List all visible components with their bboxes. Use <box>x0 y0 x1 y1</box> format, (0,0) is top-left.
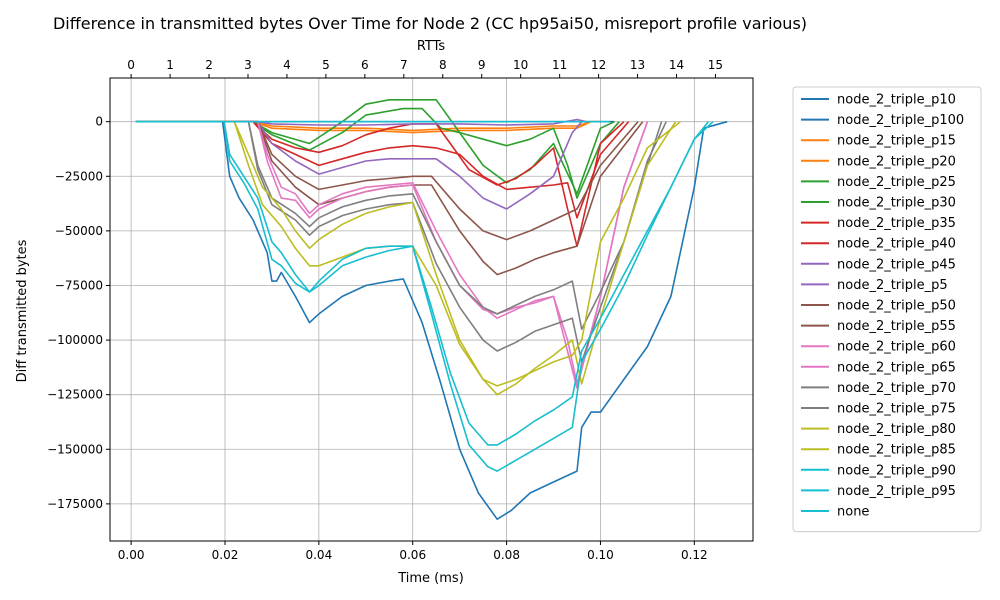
legend-entry: node_2_triple_p40 <box>837 237 956 252</box>
x-axis: 0.00 0.02 0.04 0.06 0.08 0.10 0.12 <box>118 541 708 562</box>
legend-entry: node_2_triple_p50 <box>837 299 956 314</box>
series-line <box>135 120 583 210</box>
legend-entry: node_2_triple_p55 <box>837 319 956 334</box>
legend-entry: node_2_triple_p85 <box>837 443 956 458</box>
legend-entry: node_2_triple_p35 <box>837 216 956 231</box>
rtt-tick-label: 12 <box>591 58 606 72</box>
legend-entry: node_2_triple_p10 <box>837 93 956 108</box>
series-line <box>135 120 625 247</box>
series-line <box>135 120 630 219</box>
rtt-tick-label: 4 <box>283 58 291 72</box>
rtt-tick-label: 2 <box>205 58 213 72</box>
rtt-tick-label: 7 <box>400 58 408 72</box>
series-line <box>135 120 714 472</box>
rtt-tick-label: 11 <box>552 58 567 72</box>
x-tick-label: 0.04 <box>305 548 332 562</box>
legend-entry: node_2_triple_p30 <box>837 196 956 211</box>
x-tick-label: 0.10 <box>587 548 614 562</box>
chart-title: Difference in transmitted bytes Over Tim… <box>53 14 807 33</box>
y-tick-label: −100000 <box>47 333 103 347</box>
rtt-tick-label: 8 <box>439 58 447 72</box>
legend: node_2_triple_p10 node_2_triple_p100 node_… <box>792 86 982 533</box>
rtt-tick-label: 0 <box>127 58 135 72</box>
legend-frame <box>792 86 982 533</box>
legend-entry: node_2_triple_p65 <box>837 360 956 375</box>
legend-entry: node_2_triple_p5 <box>837 278 948 293</box>
x-tick-label: 0.12 <box>681 548 708 562</box>
legend-entry: none <box>837 505 869 520</box>
y-tick-label: −75000 <box>55 278 103 292</box>
legend-entry: node_2_triple_p20 <box>837 154 956 169</box>
rtt-tick-label: 15 <box>708 58 723 72</box>
y-tick-label: −50000 <box>55 224 103 238</box>
legend-entry: node_2_triple_p100 <box>837 113 964 128</box>
y-tick-label: −125000 <box>47 388 103 402</box>
legend-entry: node_2_triple_p90 <box>837 463 956 478</box>
rtt-axis-label: RTTs <box>417 39 446 54</box>
rtt-tick-label: 10 <box>513 58 528 72</box>
series-line <box>135 99 615 195</box>
legend-entry: node_2_triple_p25 <box>837 175 956 190</box>
plot-frame <box>109 77 754 542</box>
series-line <box>135 107 620 199</box>
legend-entry: node_2_triple_p15 <box>837 134 956 149</box>
series-line <box>135 120 639 241</box>
y-axis: 0 −25000 −50000 −75000 −100000 −125000 −150000… <box>47 115 110 511</box>
x-tick-label: 0.02 <box>212 548 239 562</box>
series-line <box>135 120 710 446</box>
legend-entry: node_2_triple_p80 <box>837 422 956 437</box>
legend-entry: node_2_triple_p60 <box>837 340 956 355</box>
series-line <box>135 120 601 134</box>
rtt-axis: 0 1 2 3 4 5 6 7 8 9 10 11 12 13 14 15 <box>127 58 723 78</box>
rtt-tick-label: 3 <box>244 58 252 72</box>
y-tick-label: −175000 <box>47 497 103 511</box>
series-layer <box>135 99 728 521</box>
series-line <box>135 120 667 363</box>
legend-entry: node_2_triple_p95 <box>837 484 956 499</box>
y-axis-label: Diff transmitted bytes <box>15 239 30 382</box>
x-tick-label: 0.06 <box>399 548 426 562</box>
series-line <box>135 120 644 276</box>
series-line <box>135 120 663 331</box>
legend-entry: node_2_triple_p75 <box>837 402 956 417</box>
y-tick-label: −150000 <box>47 442 103 456</box>
x-axis-label: Time (ms) <box>397 571 464 586</box>
rtt-tick-label: 13 <box>630 58 645 72</box>
x-tick-label: 0.08 <box>493 548 520 562</box>
y-tick-label: 0 <box>95 115 103 129</box>
series-line <box>135 120 649 389</box>
series-line <box>135 120 728 521</box>
rtt-tick-label: 9 <box>478 58 486 72</box>
x-tick-label: 0.00 <box>118 548 145 562</box>
legend-entry: node_2_triple_p70 <box>837 381 956 396</box>
series-line <box>135 120 677 396</box>
rtt-tick-label: 14 <box>669 58 684 72</box>
legend-entry: node_2_triple_p45 <box>837 257 956 272</box>
rtt-tick-label: 5 <box>322 58 330 72</box>
series-line <box>135 120 649 385</box>
rtt-tick-label: 6 <box>361 58 369 72</box>
y-tick-label: −25000 <box>55 169 103 183</box>
series-line <box>135 120 681 387</box>
rtt-tick-label: 1 <box>166 58 174 72</box>
